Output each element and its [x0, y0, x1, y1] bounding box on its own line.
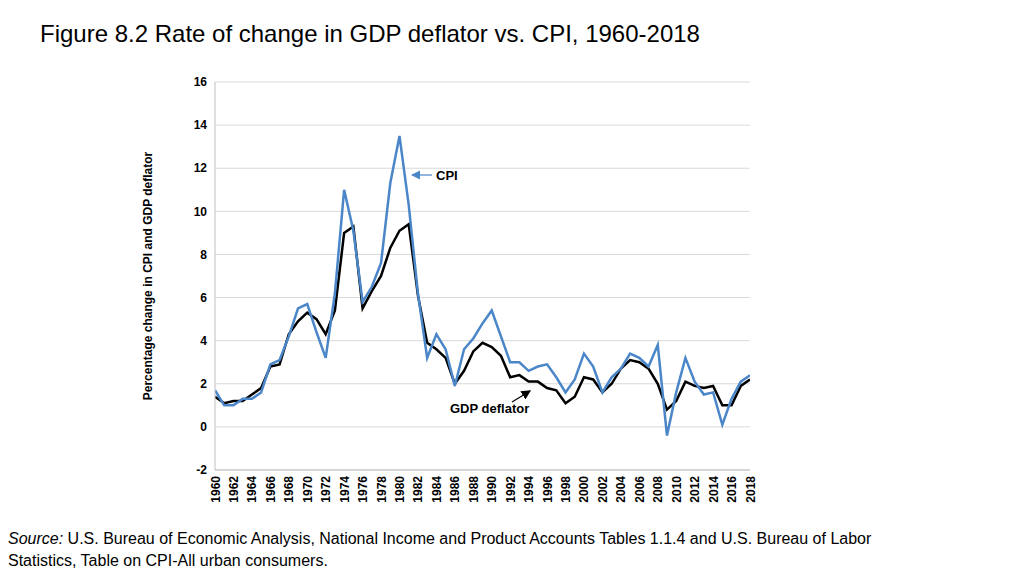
- svg-text:2010: 2010: [670, 476, 684, 503]
- svg-text:2004: 2004: [614, 476, 628, 503]
- svg-text:1968: 1968: [282, 476, 296, 503]
- svg-text:6: 6: [200, 291, 207, 305]
- svg-text:10: 10: [194, 205, 208, 219]
- svg-text:2012: 2012: [688, 476, 702, 503]
- svg-text:14: 14: [194, 118, 208, 132]
- svg-text:2006: 2006: [633, 476, 647, 503]
- svg-text:1970: 1970: [301, 476, 315, 503]
- svg-text:1978: 1978: [375, 476, 389, 503]
- svg-text:1972: 1972: [319, 476, 333, 503]
- svg-text:2002: 2002: [596, 476, 610, 503]
- svg-text:1988: 1988: [467, 476, 481, 503]
- svg-text:1964: 1964: [245, 476, 259, 503]
- html-text:Source: U.S. Bureau of Economi: Source: U.S. Bureau of Economic Analysis…: [8, 530, 872, 569]
- svg-text:CPI: CPI: [436, 168, 458, 183]
- svg-text:1966: 1966: [264, 476, 278, 503]
- svg-text:0: 0: [200, 420, 207, 434]
- svg-text:1996: 1996: [541, 476, 555, 503]
- svg-text:1960: 1960: [209, 476, 223, 503]
- svg-text:1982: 1982: [411, 476, 425, 503]
- svg-text:1976: 1976: [356, 476, 370, 503]
- svg-text:2: 2: [200, 377, 207, 391]
- svg-text:2016: 2016: [725, 476, 739, 503]
- svg-text:2014: 2014: [707, 476, 721, 503]
- svg-text:1984: 1984: [430, 476, 444, 503]
- svg-text:1994: 1994: [522, 476, 536, 503]
- svg-text:1962: 1962: [227, 476, 241, 503]
- html-text:Figure 8.2 Rate of change in G: Figure 8.2 Rate of change in GDP deflato…: [40, 20, 700, 47]
- svg-text:1986: 1986: [448, 476, 462, 503]
- svg-text:1990: 1990: [485, 476, 499, 503]
- svg-text:2018: 2018: [744, 476, 758, 503]
- svg-text:1998: 1998: [559, 476, 573, 503]
- svg-text:Percentage change in CPI and G: Percentage change in CPI and GDP deflato…: [141, 151, 155, 400]
- svg-text:16: 16: [194, 75, 208, 89]
- svg-text:12: 12: [194, 161, 208, 175]
- svg-text:1980: 1980: [393, 476, 407, 503]
- svg-text:8: 8: [200, 248, 207, 262]
- svg-text:2000: 2000: [577, 476, 591, 503]
- svg-text:1992: 1992: [504, 476, 518, 503]
- svg-text:GDP deflator: GDP deflator: [450, 401, 529, 416]
- svg-text:2008: 2008: [651, 476, 665, 503]
- svg-text:4: 4: [200, 334, 207, 348]
- svg-text:1974: 1974: [338, 476, 352, 503]
- svg-text:-2: -2: [196, 463, 207, 477]
